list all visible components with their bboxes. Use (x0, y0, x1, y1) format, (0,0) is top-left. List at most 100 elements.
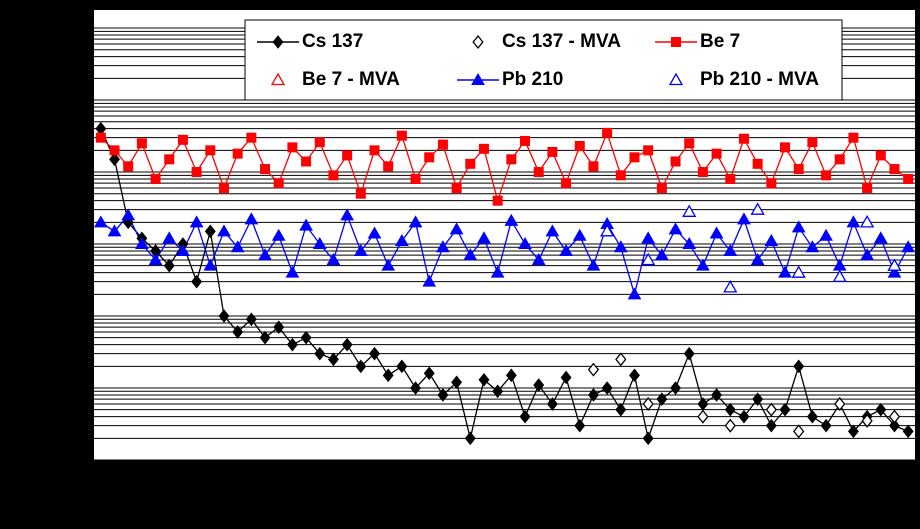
marker (218, 309, 230, 323)
marker (587, 362, 600, 377)
marker (478, 373, 490, 387)
marker (437, 139, 448, 150)
marker (258, 248, 272, 261)
marker (889, 164, 900, 175)
marker (656, 392, 668, 406)
marker (779, 402, 791, 417)
marker (682, 237, 697, 250)
marker (793, 424, 805, 439)
marker (422, 274, 437, 287)
marker (505, 368, 517, 383)
marker (613, 240, 628, 253)
marker (683, 346, 695, 361)
legend-item: Cs 137 - MVA (472, 31, 621, 52)
marker (520, 135, 531, 146)
marker (396, 130, 407, 141)
marker (778, 265, 792, 278)
marker (148, 252, 163, 265)
marker (367, 226, 382, 239)
marker (286, 337, 298, 352)
marker (668, 72, 684, 86)
marker (518, 237, 532, 250)
marker (752, 158, 763, 169)
marker (560, 370, 572, 385)
marker (301, 156, 312, 167)
marker (326, 252, 341, 265)
legend-item: Pb 210 (457, 69, 563, 90)
marker (164, 154, 175, 165)
marker (204, 224, 216, 239)
marker (423, 366, 435, 381)
marker (369, 346, 380, 361)
marker (478, 143, 489, 154)
marker (586, 258, 601, 271)
marker (396, 359, 408, 374)
marker (765, 418, 777, 433)
marker (805, 240, 820, 253)
marker (492, 195, 503, 206)
marker (696, 258, 710, 271)
marker (887, 258, 902, 271)
marker (328, 170, 339, 181)
marker (752, 392, 764, 406)
marker (643, 145, 654, 156)
marker (355, 188, 366, 199)
marker (273, 320, 285, 334)
marker (189, 215, 204, 228)
marker (697, 409, 709, 424)
marker (832, 269, 847, 282)
marker (533, 167, 544, 178)
marker (793, 164, 804, 175)
marker (244, 212, 259, 225)
marker (574, 418, 586, 433)
marker (765, 402, 777, 417)
marker (273, 178, 284, 189)
marker (572, 228, 587, 241)
marker (121, 208, 136, 221)
legend-label: Be 7 - MVA (302, 69, 400, 90)
marker (163, 258, 175, 273)
marker (902, 424, 914, 439)
marker (383, 161, 394, 172)
marker (504, 213, 519, 226)
marker (764, 234, 779, 247)
marker (437, 388, 449, 402)
marker (793, 359, 805, 374)
marker (709, 226, 724, 239)
marker (299, 218, 313, 231)
marker (588, 161, 599, 172)
marker (217, 224, 231, 237)
marker (654, 248, 669, 261)
legend-item: Be 7 - MVA (270, 69, 400, 90)
legend: Cs 137 Cs 137 - MVA Be 7 Be 7 - MVA Pb 210 Pb… (244, 19, 843, 101)
grid (94, 27, 915, 461)
marker (737, 212, 751, 225)
marker (791, 220, 806, 233)
marker (232, 148, 243, 159)
marker (847, 424, 859, 439)
marker (738, 409, 750, 424)
marker (724, 418, 736, 433)
marker (369, 145, 380, 156)
marker (903, 173, 914, 184)
marker (285, 265, 300, 278)
marker (93, 215, 108, 228)
marker (561, 178, 572, 189)
marker (314, 346, 326, 361)
marker (642, 431, 654, 446)
marker (766, 178, 777, 189)
marker (506, 154, 517, 165)
marker (451, 375, 463, 390)
legend-item: Pb 210 - MVA (668, 69, 819, 90)
marker (750, 202, 765, 215)
marker (410, 381, 421, 395)
legend-label: Be 7 (700, 31, 740, 52)
marker (340, 208, 355, 221)
marker (615, 170, 626, 181)
marker (218, 182, 229, 193)
marker (862, 182, 873, 193)
marker (410, 173, 421, 184)
marker (642, 396, 654, 412)
marker (136, 138, 147, 149)
